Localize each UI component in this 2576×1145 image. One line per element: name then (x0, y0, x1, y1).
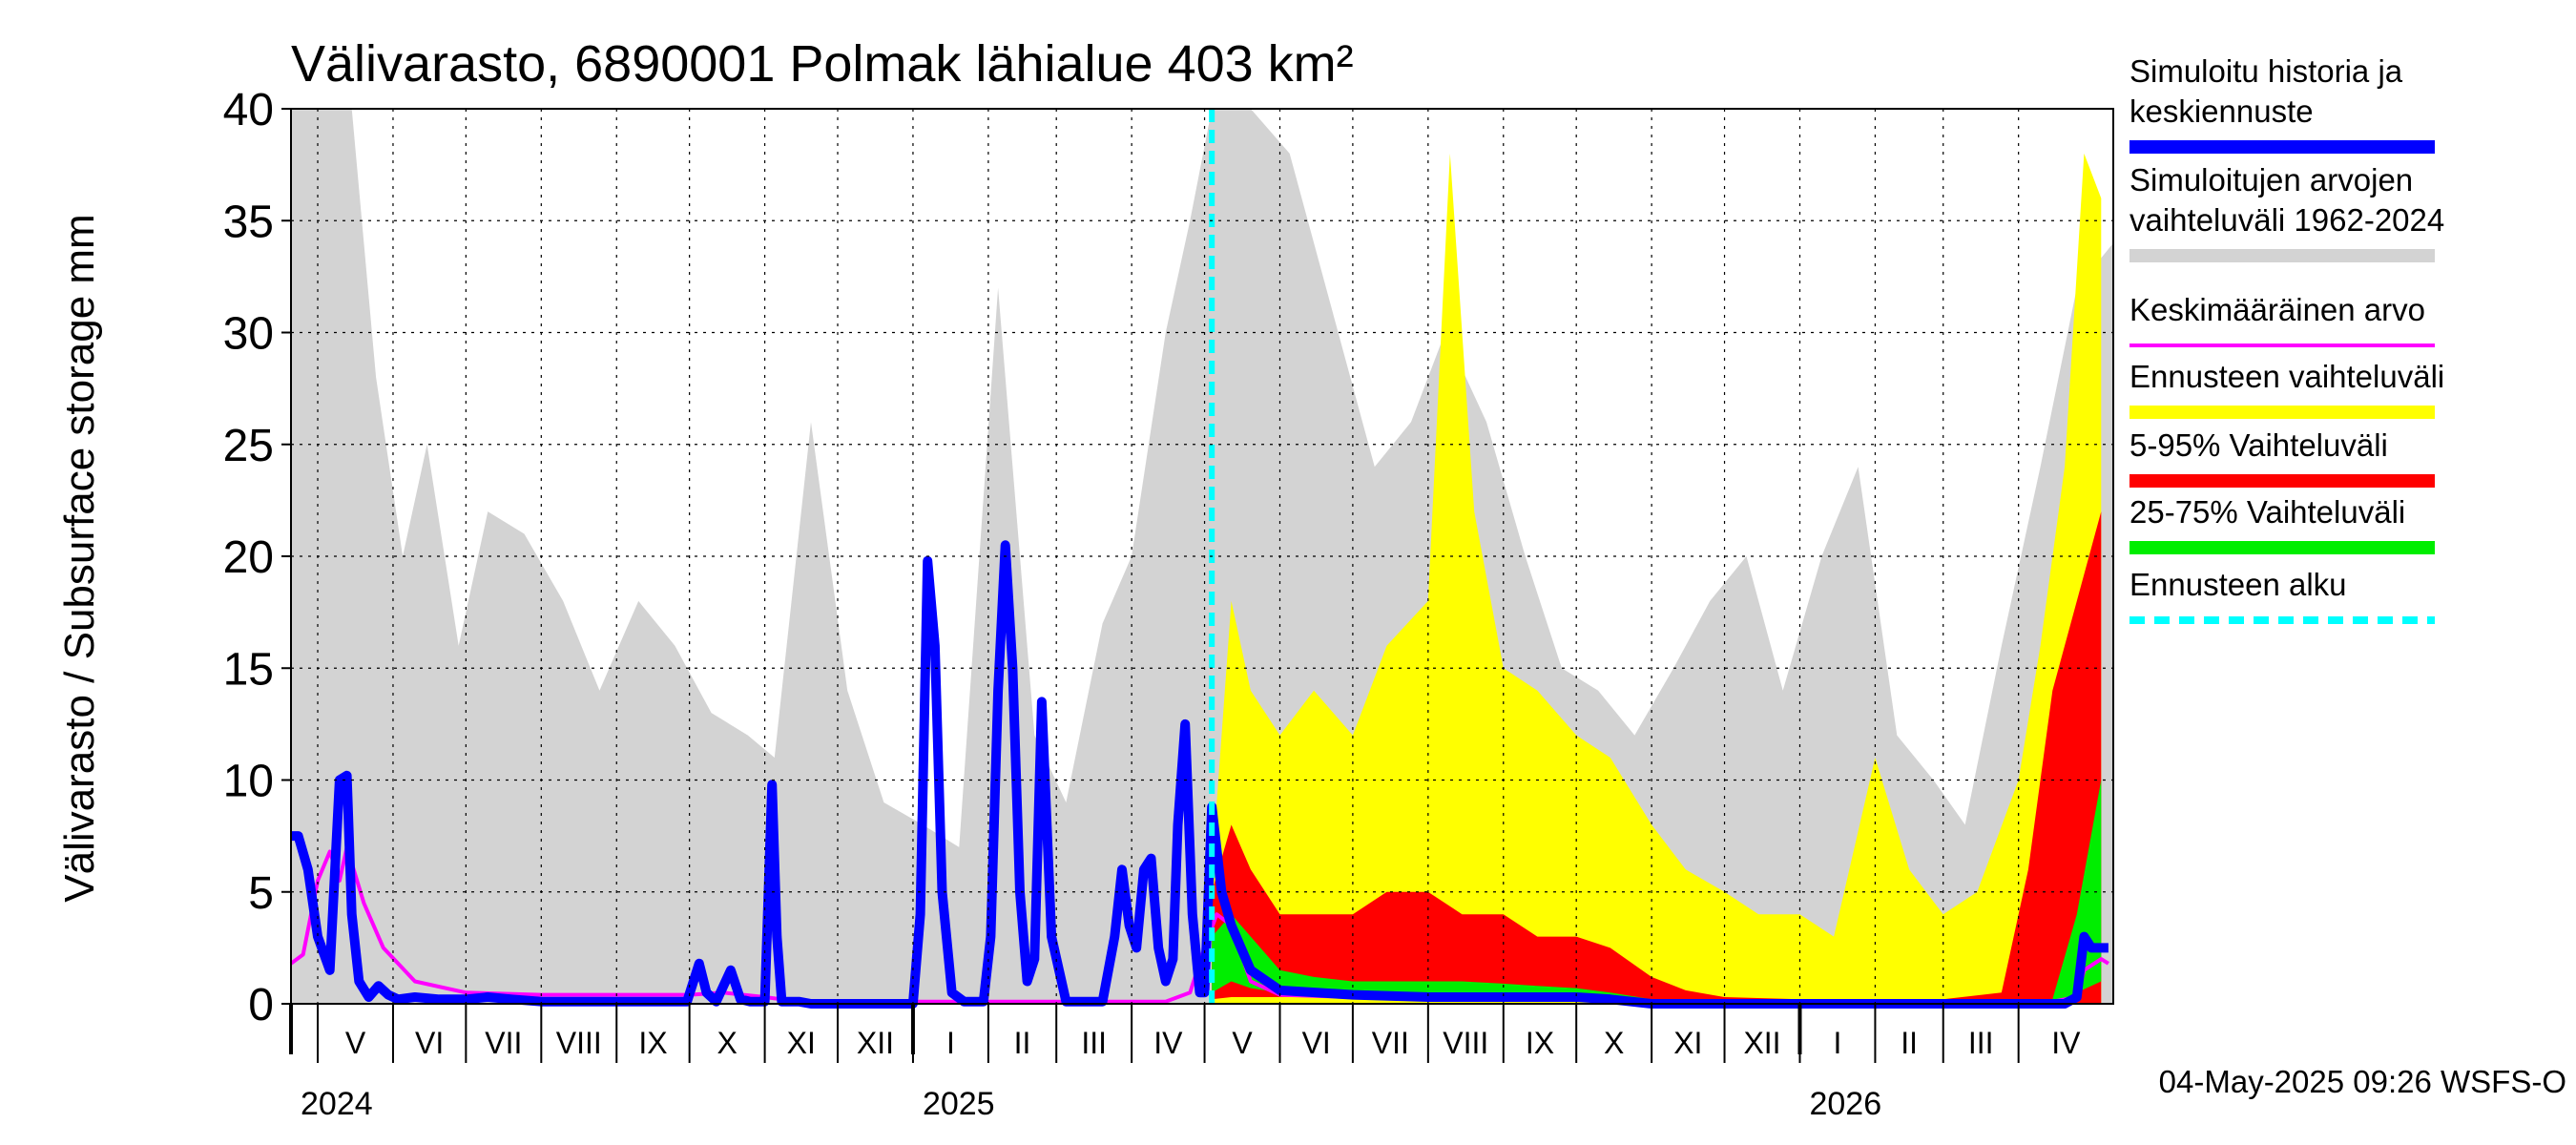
legend-label: Simuloitu historia ja (2129, 53, 2403, 89)
month-label: III (1968, 1026, 1994, 1060)
y-tick-label: 20 (223, 532, 274, 583)
plot-area (289, 108, 2114, 1009)
legend-label: Ennusteen vaihteluväli (2129, 359, 2444, 394)
legend-label: keskiennuste (2129, 94, 2314, 129)
month-label: IX (638, 1026, 667, 1060)
month-label: I (946, 1026, 955, 1060)
y-tick-label: 15 (223, 644, 274, 695)
month-label: IX (1526, 1026, 1554, 1060)
x-axis: V VI VII VIII IX X XI XII I II III IV V VI VII VIII IX X X… (289, 1004, 2081, 1122)
month-label: XII (857, 1026, 894, 1060)
y-tick-label: 35 (223, 197, 274, 247)
month-label: II (1901, 1026, 1918, 1060)
month-label: I (1834, 1026, 1842, 1060)
series-25-75-vaihteluv-li-band (1212, 780, 2102, 1004)
month-label: III (1081, 1026, 1107, 1060)
y-tick-label: 40 (223, 85, 274, 135)
legend-label: Keskimääräinen arvo (2129, 292, 2425, 327)
grid-layer (291, 109, 2113, 1004)
legend-label: vaihteluväli 1962-2024 (2129, 202, 2444, 238)
month-label: V (345, 1026, 366, 1060)
month-label: VIII (556, 1026, 602, 1060)
y-axis-ticks: 0 5 10 15 20 25 30 35 40 (223, 85, 291, 1030)
month-label: XI (787, 1026, 816, 1060)
month-label: VIII (1443, 1026, 1488, 1060)
month-label: XII (1743, 1026, 1780, 1060)
year-label: 2026 (1809, 1086, 1881, 1122)
month-label: V (1232, 1026, 1253, 1060)
timestamp-footer: 04-May-2025 09:26 WSFS-O (2159, 1064, 2566, 1099)
series-5-95-vaihteluv-li-band (1212, 511, 2102, 1004)
month-label: VII (485, 1026, 522, 1060)
month-label: X (1604, 1026, 1624, 1060)
legend-label: Simuloitujen arvojen (2129, 162, 2413, 198)
legend: Simuloitu historia ja keskiennuste Simuloi… (2129, 53, 2444, 624)
month-label: VI (415, 1026, 444, 1060)
legend-label: Ennusteen alku (2129, 567, 2347, 602)
month-label: VII (1372, 1026, 1409, 1060)
month-label: VI (1302, 1026, 1331, 1060)
y-tick-label: 30 (223, 309, 274, 360)
legend-label: 25-75% Vaihteluväli (2129, 494, 2405, 530)
y-axis-label: Välivarasto / Subsurface storage mm (56, 214, 103, 902)
month-label: IV (1153, 1026, 1183, 1060)
legend-label: 5-95% Vaihteluväli (2129, 427, 2388, 463)
series-simuloitu-historia-ja-keskiennuste-line (291, 540, 2109, 1009)
month-label: II (1014, 1026, 1031, 1060)
chart-title: Välivarasto, 6890001 Polmak lähialue 403… (291, 35, 1354, 93)
month-label: XI (1673, 1026, 1702, 1060)
series-ennusteen-vaihteluv-li-band (1212, 153, 2102, 1004)
month-label: IV (2051, 1026, 2081, 1060)
y-tick-label: 0 (248, 980, 274, 1030)
year-label: 2024 (301, 1086, 373, 1122)
y-tick-label: 10 (223, 757, 274, 807)
y-tick-label: 25 (223, 421, 274, 471)
y-tick-label: 5 (248, 868, 274, 919)
year-label: 2025 (923, 1086, 995, 1122)
month-label: X (717, 1026, 737, 1060)
